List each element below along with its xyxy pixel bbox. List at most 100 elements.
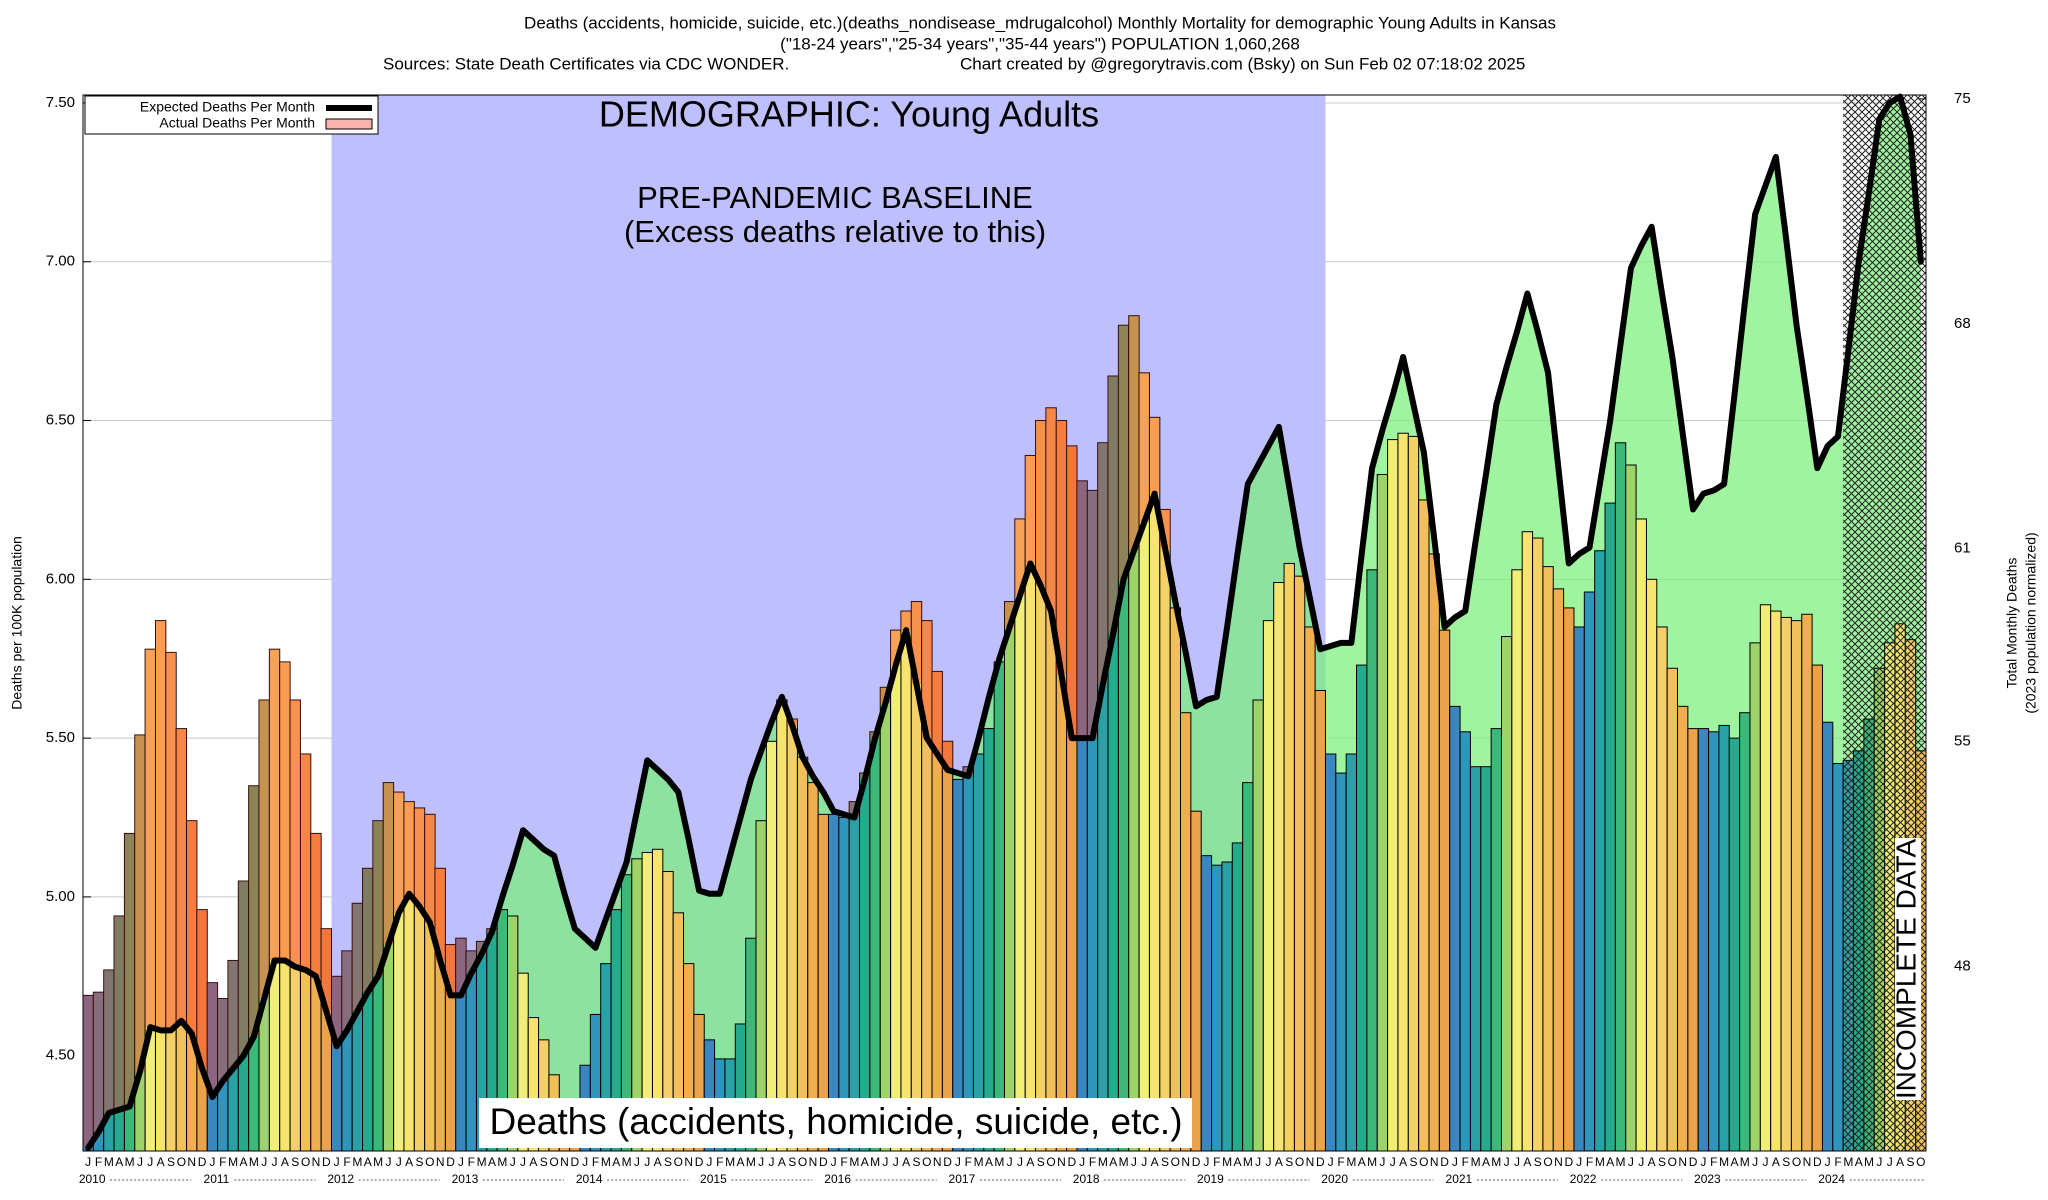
- x-tick-label: S: [415, 1155, 423, 1169]
- x-tick-label: S: [167, 1155, 175, 1169]
- bar-excess: [1025, 455, 1036, 564]
- x-tick-label: J: [1752, 1155, 1758, 1169]
- x-tick-label: J: [1876, 1155, 1882, 1169]
- x-tick-label: F: [840, 1155, 847, 1169]
- x-tick-label: O: [1543, 1155, 1552, 1169]
- y2-tick-label: 68: [1954, 315, 1971, 332]
- bar-excess: [321, 928, 332, 1012]
- bar-excess: [352, 903, 363, 1012]
- x-tick-label: J: [1887, 1155, 1893, 1169]
- x-tick-label: D: [819, 1155, 828, 1169]
- x-tick-label: N: [684, 1155, 693, 1169]
- x-tick-label: A: [1358, 1155, 1366, 1169]
- chart-credit: Chart created by @gregorytravis.com (Bsk…: [960, 54, 1525, 73]
- x-tick-label: D: [1689, 1155, 1698, 1169]
- bar-excess: [424, 814, 436, 923]
- bar: [1542, 566, 1554, 1152]
- x-tick-label: M: [849, 1155, 859, 1169]
- x-tick-label: F: [1337, 1155, 1344, 1169]
- bar: [1666, 667, 1679, 1152]
- bar-excess: [196, 909, 208, 1069]
- x-tick-label: J: [1576, 1155, 1582, 1169]
- bar-excess: [372, 820, 384, 977]
- x-tick-label: J: [1504, 1155, 1510, 1169]
- x-tick-label: D: [198, 1155, 207, 1169]
- bar-excess: [445, 944, 456, 996]
- bar: [879, 686, 892, 1152]
- x-tick-label: J: [1141, 1155, 1147, 1169]
- bar: [776, 699, 788, 1152]
- bar: [972, 753, 985, 1152]
- x-tick-label: M: [477, 1155, 487, 1169]
- bar: [1500, 635, 1513, 1152]
- bar: [1366, 569, 1378, 1152]
- x-tick-label: N: [933, 1155, 942, 1169]
- y2-tick-label: 75: [1954, 90, 1971, 107]
- x-tick-label: J: [147, 1155, 153, 1169]
- x-tick-label: D: [943, 1155, 952, 1169]
- x-tick-label: S: [1037, 1155, 1045, 1169]
- x-tick-label: S: [1285, 1155, 1293, 1169]
- bar-excess: [1004, 601, 1015, 627]
- x-tick-label: D: [1067, 1155, 1076, 1169]
- bar: [1604, 502, 1616, 1152]
- bar: [1273, 582, 1285, 1152]
- x-tick-label: D: [695, 1155, 704, 1169]
- x-tick-label: M: [1719, 1155, 1729, 1169]
- bar-excess: [435, 868, 446, 961]
- x-tick-label: O: [1046, 1155, 1055, 1169]
- x-tick-label: S: [912, 1155, 920, 1169]
- x-tick-label: F: [468, 1155, 475, 1169]
- bar: [1356, 664, 1368, 1152]
- bar-excess: [176, 728, 187, 1021]
- bar: [1004, 601, 1016, 1152]
- bar: [1532, 537, 1544, 1152]
- bar-excess: [1087, 490, 1098, 739]
- bar: [1438, 629, 1451, 1152]
- bar-excess: [455, 938, 467, 996]
- x-tick-label: A: [736, 1155, 744, 1169]
- x-tick-label: J: [1079, 1155, 1085, 1169]
- bar-excess: [1056, 420, 1067, 675]
- bar-excess: [1139, 372, 1150, 523]
- x-tick-label: J: [272, 1155, 278, 1169]
- x-tick-label: A: [1026, 1155, 1034, 1169]
- bar-excess: [259, 700, 270, 999]
- x-tick-label: M: [1367, 1155, 1377, 1169]
- x-tick-label: F: [592, 1155, 599, 1169]
- x-tick-label: F: [1586, 1155, 1593, 1169]
- bar-excess: [93, 992, 104, 1132]
- bar: [1397, 432, 1409, 1152]
- year-label: 2010: [79, 1172, 106, 1186]
- bar-excess: [83, 995, 94, 1148]
- year-label: 2017: [949, 1172, 976, 1186]
- bar-excess: [165, 652, 177, 1031]
- x-tick-label: M: [1491, 1155, 1501, 1169]
- x-tick-label: D: [570, 1155, 579, 1169]
- bar: [1221, 861, 1233, 1152]
- x-tick-label: N: [1306, 1155, 1315, 1169]
- x-tick-label: J: [458, 1155, 464, 1169]
- bar: [1656, 626, 1668, 1152]
- x-tick-label: J: [706, 1155, 712, 1169]
- bar: [1480, 766, 1492, 1152]
- bar: [1770, 610, 1782, 1152]
- x-tick-label: S: [1161, 1155, 1169, 1169]
- x-tick-label: F: [1834, 1155, 1841, 1169]
- x-tick-label: J: [396, 1155, 402, 1169]
- x-tick-label: J: [634, 1155, 640, 1169]
- year-label: 2016: [824, 1172, 851, 1186]
- bar: [1708, 731, 1720, 1152]
- plot-frame: [82, 94, 1927, 1152]
- y-tick-label: 7.50: [46, 94, 75, 111]
- x-tick-label: M: [1864, 1155, 1874, 1169]
- x-tick-label: J: [1390, 1155, 1396, 1169]
- x-tick-label: O: [798, 1155, 807, 1169]
- x-tick-label: A: [1399, 1155, 1407, 1169]
- year-label: 2023: [1694, 1172, 1721, 1186]
- bar-excess: [145, 649, 156, 1028]
- x-tick-label: M: [1595, 1155, 1605, 1169]
- bar: [1718, 724, 1730, 1152]
- x-tick-label: J: [510, 1155, 516, 1169]
